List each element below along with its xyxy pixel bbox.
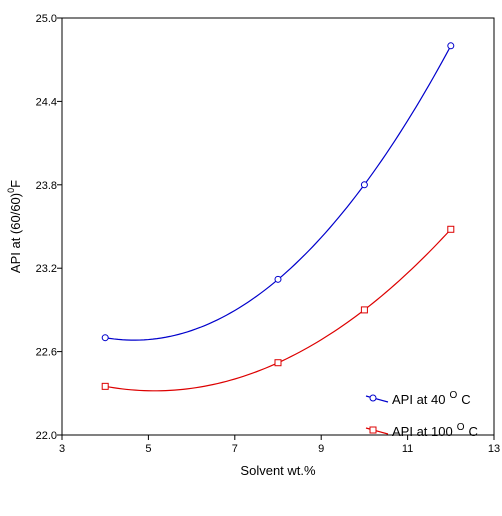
legend-line-api-40 [365,395,389,403]
series-0 [101,42,455,342]
data-point-1-1 [274,359,282,367]
y-tick-label: 23.2 [36,263,57,275]
data-point-0-1 [274,275,282,283]
x-tick-label: 9 [318,443,324,455]
series-layer [101,42,455,392]
x-tick-label: 7 [232,443,238,455]
legend-item-api-100: API at 100 O C [365,422,478,439]
y-axis-label: API at (60/60)0F [6,180,23,273]
legend-marker-shape-0 [369,394,377,402]
legend-label-api-40-end: C [461,392,470,407]
legend-label-api-40: API at 40 O C [392,390,471,407]
legend-label-api-100-main: API at 100 [392,424,453,439]
legend-marker-api-40 [369,394,377,402]
y-axis-label-end: F [8,180,23,188]
y-axis-label-sup: 0 [6,188,16,193]
x-axis-ticks: 3 5 7 9 11 13 [59,435,500,455]
x-tick-label: 5 [145,443,151,455]
data-point-1-0 [101,382,109,390]
legend-label-api-100-sup: O [457,422,465,433]
y-tick-label: 25.0 [36,13,57,25]
legend-label-api-40-sup: O [449,390,457,401]
legend-label-api-40-main: API at 40 [392,392,445,407]
data-point-0-3 [447,42,455,50]
y-tick-label: 23.8 [36,180,57,192]
series-line-1 [105,228,452,392]
series-line-0 [105,45,452,341]
data-point-0-0 [101,334,109,342]
legend-item-api-40: API at 40 O C [365,390,471,407]
data-point-0-2 [360,181,368,189]
legend-marker-api-100 [369,426,377,434]
data-point-1-3 [447,225,455,233]
plot-frame [61,17,495,436]
legend-label-api-100-end: C [469,424,478,439]
series-1 [101,225,455,392]
x-axis-label: Solvent wt.% [240,463,316,478]
plot-area [61,17,495,436]
x-tick-label: 11 [402,443,413,455]
y-tick-label: 24.4 [36,96,57,108]
legend-label-api-100: API at 100 O C [392,422,478,439]
x-tick-label: 3 [59,443,65,455]
x-tick-label: 13 [488,443,500,455]
y-tick-label: 22.0 [36,430,57,442]
legend: API at 40 O C API at 100 O C [365,390,478,439]
y-axis-label-main: API at (60/60) [8,193,23,273]
legend-line-api-100 [365,427,389,435]
data-point-1-2 [360,306,368,314]
y-axis-ticks: 22.0 22.6 23.2 23.8 24.4 25.0 [36,13,62,442]
legend-marker-shape-1 [369,426,377,434]
y-tick-label: 22.6 [36,347,57,359]
